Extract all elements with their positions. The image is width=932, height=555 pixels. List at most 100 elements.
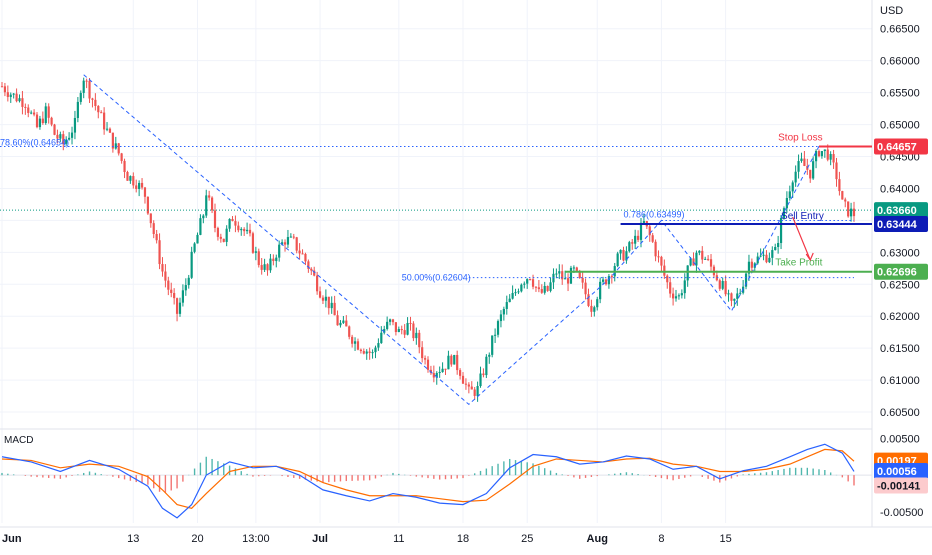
candle-body (272, 258, 275, 262)
candle-body (400, 329, 403, 331)
candle-body (707, 258, 710, 260)
candle-body (76, 101, 79, 118)
macd-histogram-tag: -0.00141 (877, 481, 920, 493)
candle-body (724, 280, 727, 295)
macd-value-tag: 0.00056 (877, 466, 917, 478)
candle-body (762, 254, 765, 256)
macd-value-tag-bg (874, 463, 928, 480)
candle-body (53, 124, 56, 135)
candle-body (625, 251, 628, 261)
candle-body (744, 273, 748, 287)
candle-body (173, 293, 176, 299)
candle-body (406, 322, 409, 335)
candle-body (473, 389, 476, 396)
candle-body (520, 284, 523, 292)
candle-body (184, 285, 187, 291)
candle-body (108, 128, 112, 133)
candle-body (686, 265, 689, 281)
candle-body (456, 354, 459, 371)
candle-body (278, 244, 281, 258)
candle-body (832, 154, 835, 163)
direction-arrow (792, 216, 811, 261)
candle-body (30, 112, 33, 114)
candle-body (167, 280, 170, 290)
candle-body (374, 347, 377, 353)
candle-body (371, 352, 374, 354)
candle-body (237, 225, 240, 231)
candle-body (523, 283, 526, 285)
candle-body (569, 267, 573, 284)
candle-body (759, 255, 762, 257)
candle-body (835, 162, 838, 180)
candle-body (41, 118, 44, 124)
candle-body (464, 383, 468, 385)
price-tick-label: 0.66000 (880, 56, 920, 68)
price-tick-label: 0.62000 (880, 311, 920, 323)
price-tick-label: 0.64500 (880, 152, 920, 164)
price-tick-label: 0.63000 (880, 247, 920, 259)
candle-body (243, 228, 246, 232)
candle-body (814, 151, 818, 162)
macd-label: MACD (4, 435, 33, 446)
candle-body (155, 234, 158, 241)
candle-body (158, 240, 161, 265)
candle-body (275, 257, 278, 262)
candle-body (82, 80, 85, 93)
candle-body (234, 221, 237, 226)
candle-body (397, 329, 400, 333)
candle-body (599, 281, 602, 300)
candle-body (636, 235, 640, 240)
candle-body (470, 386, 473, 390)
currency-label: USD (880, 5, 903, 17)
candle-body (496, 321, 500, 335)
candle-body (286, 237, 290, 245)
candle-body (97, 106, 100, 113)
candle-body (117, 143, 120, 154)
candle-body (418, 332, 421, 348)
candle-body (578, 270, 581, 278)
candle-body (263, 264, 266, 270)
candle-body (546, 285, 549, 291)
fib-trend-path (83, 74, 820, 406)
candle-body (283, 242, 287, 245)
candle-body (564, 278, 567, 280)
candle-body (689, 258, 692, 266)
candle-body (596, 299, 599, 308)
candle-body (362, 351, 365, 354)
candle-body (849, 208, 853, 217)
candle-body (292, 236, 295, 238)
candle-body (181, 290, 185, 303)
candle-body (642, 221, 646, 223)
time-tick-label: 18 (457, 533, 469, 545)
candle-body (73, 117, 77, 133)
candle-body (432, 373, 435, 378)
candle-body (225, 228, 228, 242)
candle-body (739, 292, 742, 294)
candle-body (590, 305, 593, 312)
candle-body (461, 375, 465, 384)
candle-body (295, 237, 298, 251)
candle-body (698, 250, 701, 253)
candle-body (70, 132, 74, 138)
candle-body (149, 213, 152, 224)
candle-body (196, 234, 199, 244)
candle-body (333, 302, 336, 316)
candle-body (342, 320, 345, 323)
candle-body (32, 112, 36, 115)
price-tick-label: 0.65000 (880, 120, 920, 132)
candle-body (581, 277, 584, 283)
macd-tick-label: 0.00500 (880, 433, 920, 445)
candle-body (50, 117, 53, 125)
time-tick-label: Jul (312, 533, 328, 545)
candle-body (120, 153, 123, 161)
candle-body (628, 242, 631, 252)
candle-body (164, 271, 167, 281)
candle-body (409, 322, 412, 324)
candle-body (575, 267, 578, 271)
candle-body (593, 307, 596, 312)
candle-body (450, 355, 453, 365)
candle-body (38, 118, 42, 128)
candle-body (208, 195, 211, 198)
